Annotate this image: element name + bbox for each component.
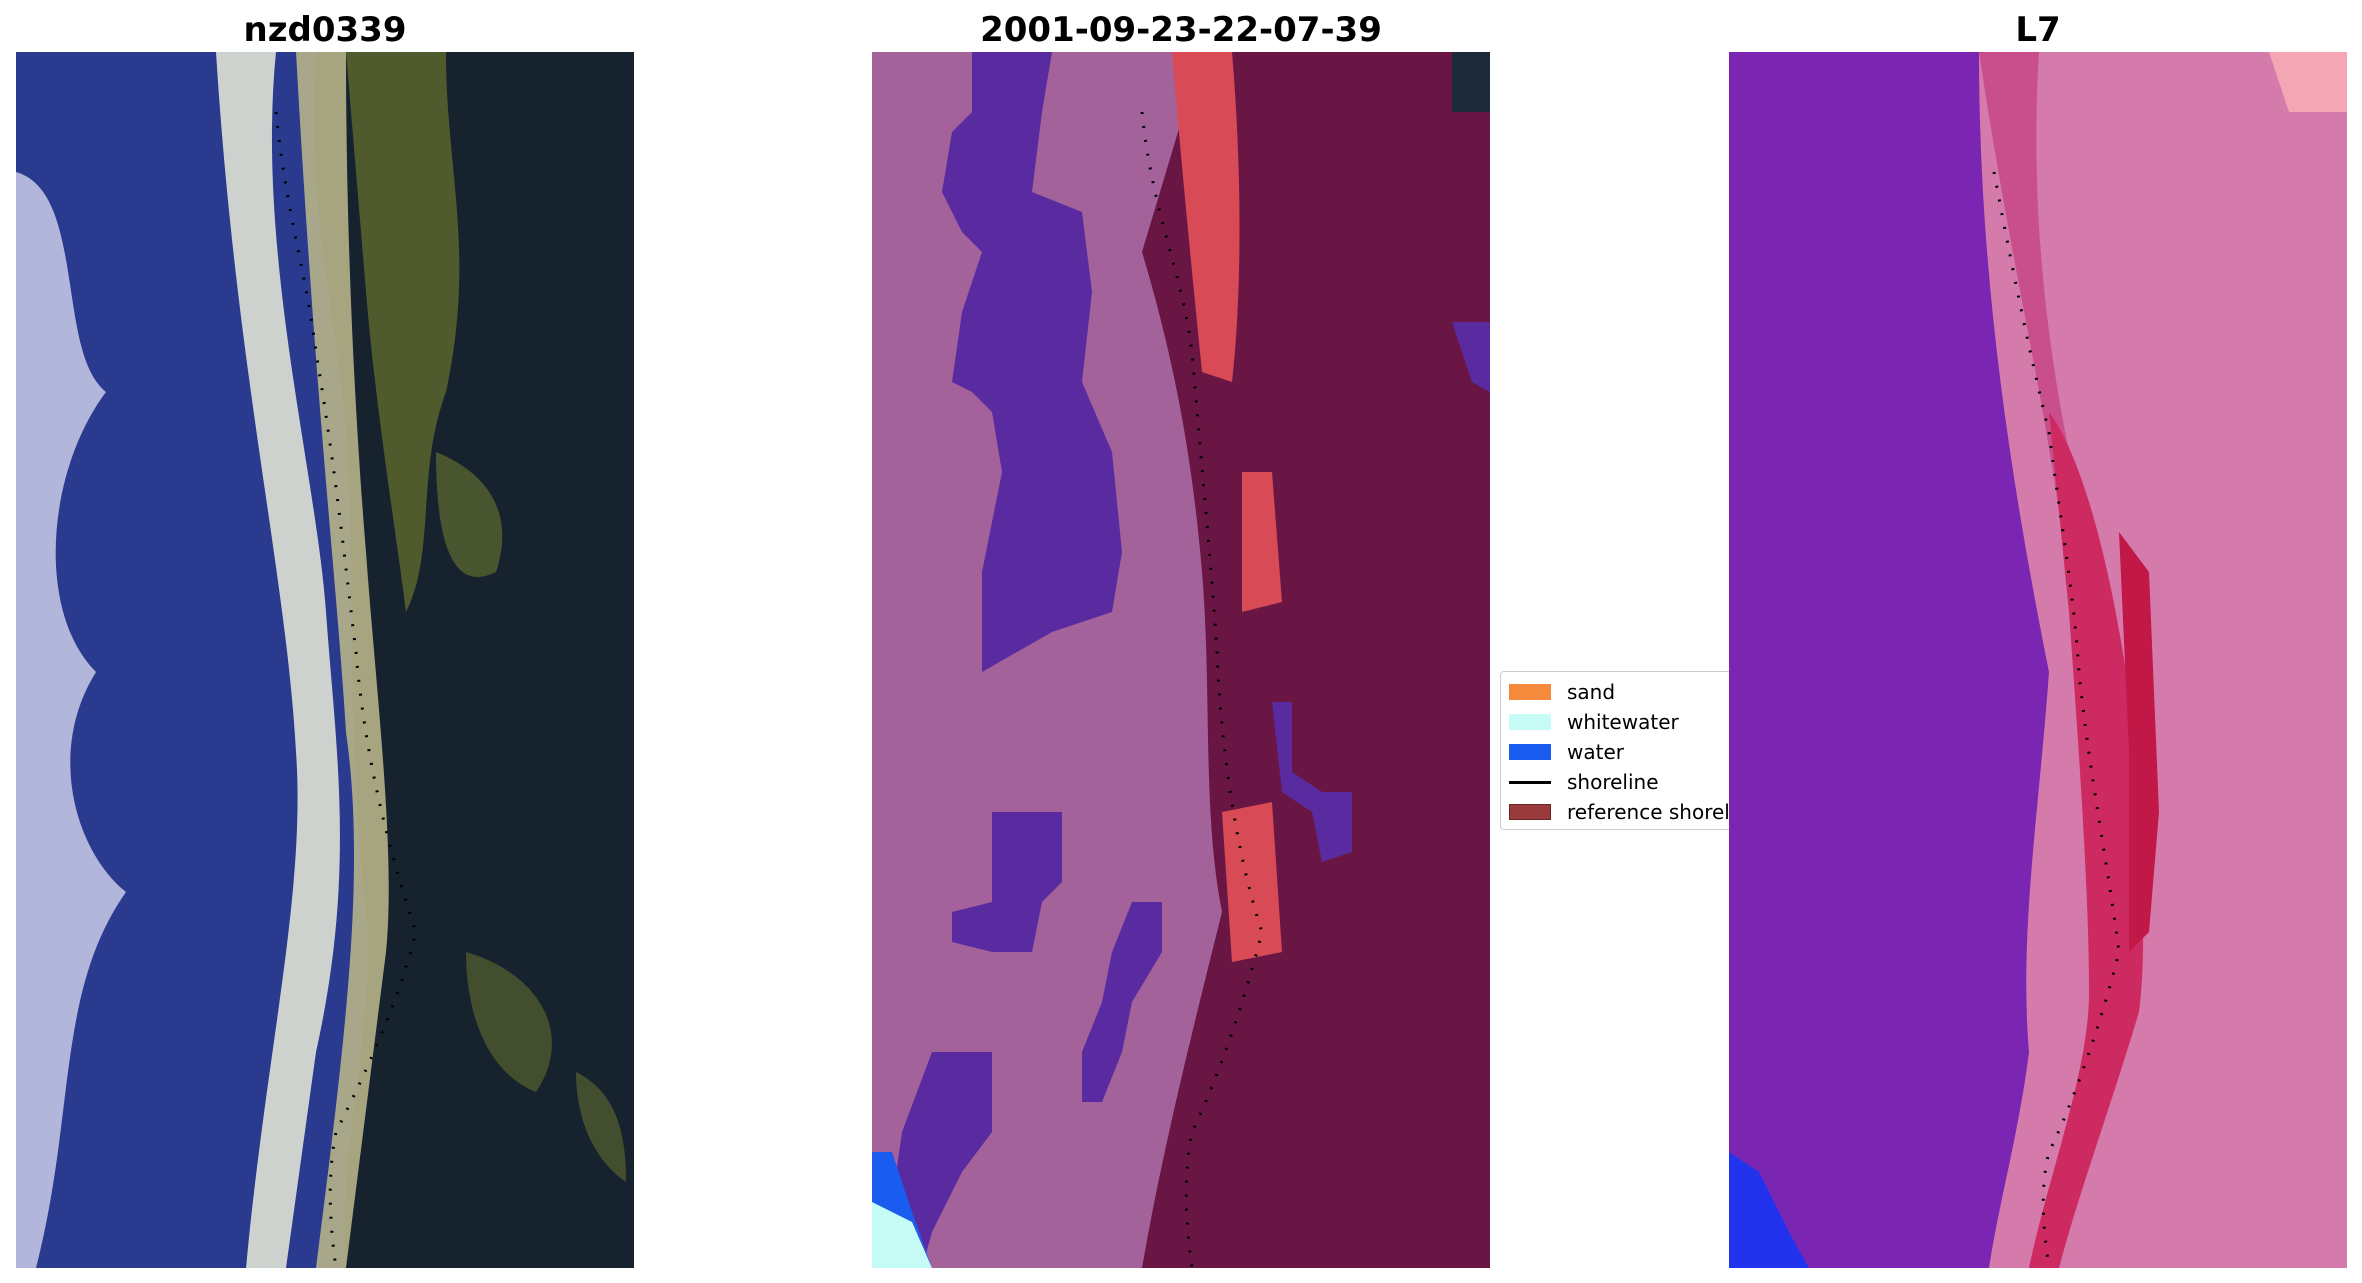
satellite-rgb-image <box>16 52 634 1268</box>
legend: sand whitewater water shoreline referenc… <box>1500 671 1734 830</box>
l7-water-corner <box>1729 1152 1809 1268</box>
legend-item-whitewater: whitewater <box>1509 710 1679 734</box>
l7-hi-core <box>2119 532 2159 952</box>
vegetation-patch-1 <box>346 52 460 612</box>
class-water-blob-2 <box>952 812 1062 952</box>
legend-label-whitewater: whitewater <box>1567 710 1679 734</box>
class-sand-hi-2 <box>1242 472 1282 612</box>
l7-water-area <box>1729 52 2049 1268</box>
classified-image <box>872 52 1490 1268</box>
l7-svg <box>1729 52 2347 1268</box>
panel-1-title: nzd0339 <box>243 10 407 50</box>
shoreline-line-icon <box>1509 774 1551 790</box>
class-water-blob-6 <box>1452 322 1490 392</box>
legend-item-water: water <box>1509 740 1624 764</box>
legend-label-reference-shoreline: reference shoreline buffer <box>1567 800 1733 824</box>
shoreline-points <box>1140 111 1264 1268</box>
panel-2-title: 2001-09-23-22-07-39 <box>980 10 1382 50</box>
vegetation-patch-3 <box>466 952 552 1092</box>
sand-swatch <box>1509 684 1551 700</box>
l7-transition-1 <box>1979 52 2069 512</box>
classified-svg <box>872 52 1490 1268</box>
legend-item-shoreline: shoreline <box>1509 770 1659 794</box>
whitewater-swatch <box>1509 714 1551 730</box>
class-whitewater-corner <box>872 1202 932 1268</box>
l7-hi-band <box>2029 412 2144 1268</box>
class-water-blob-1 <box>942 52 1122 672</box>
l7-index-image <box>1729 52 2347 1268</box>
beach-strip <box>296 52 389 1268</box>
class-water-blob-5 <box>1272 702 1352 862</box>
legend-item-reference-shoreline: reference shoreline buffer <box>1509 800 1733 824</box>
panel-3-title: L7 <box>2015 10 2061 50</box>
reference-shoreline-swatch <box>1509 804 1551 820</box>
l7-bright-corner <box>2269 52 2347 112</box>
surf-zone-west <box>16 172 126 1268</box>
legend-label-water: water <box>1567 740 1624 764</box>
vegetation-patch-4 <box>576 1072 626 1182</box>
class-sand-hi-1 <box>1172 52 1240 382</box>
satellite-rgb-svg <box>16 52 634 1268</box>
legend-item-sand: sand <box>1509 680 1615 704</box>
legend-label-shoreline: shoreline <box>1567 770 1659 794</box>
class-sand-hi-3 <box>1222 802 1282 962</box>
class-dark-corner <box>1452 52 1490 112</box>
vegetation-patch-2 <box>436 452 503 577</box>
water-swatch <box>1509 744 1551 760</box>
surf-zone-east <box>216 52 340 1268</box>
legend-label-sand: sand <box>1567 680 1616 704</box>
class-water-blob-3 <box>1082 902 1162 1102</box>
